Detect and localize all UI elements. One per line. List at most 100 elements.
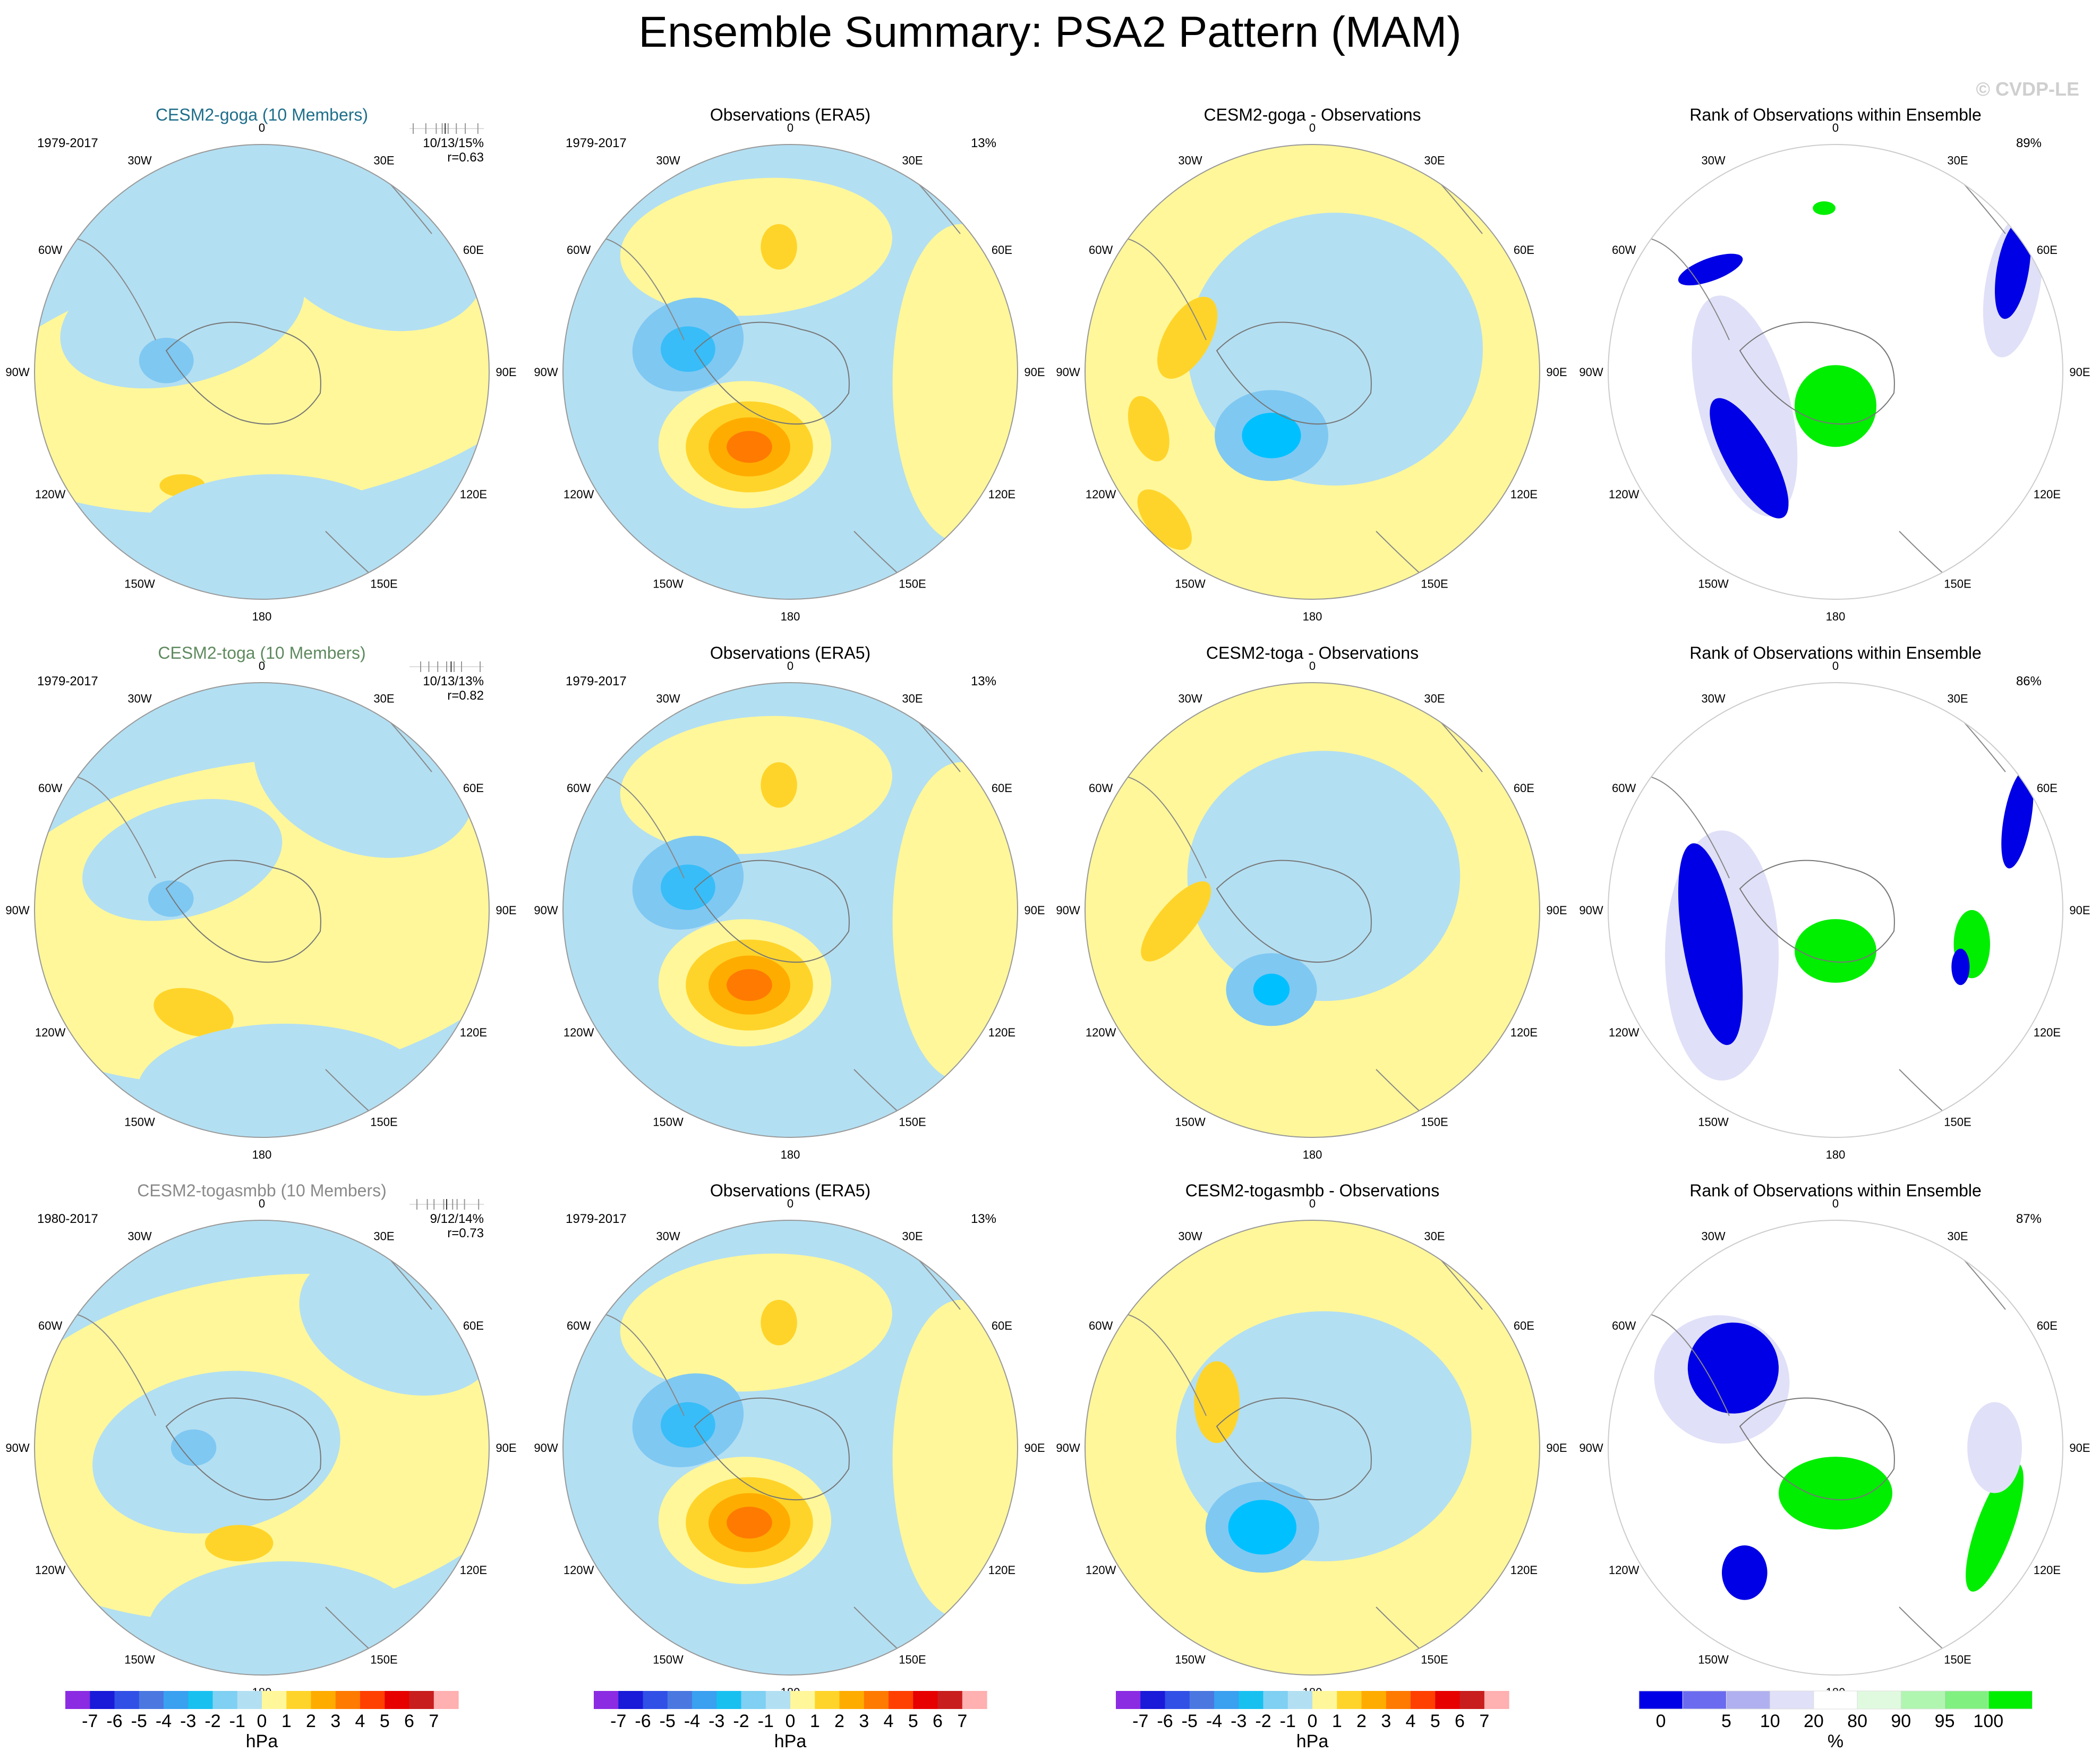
- lon-label: 150W: [653, 1653, 684, 1666]
- lon-label: 120E: [988, 1563, 1015, 1577]
- lon-label: 0: [787, 1197, 793, 1210]
- positive-north: [620, 716, 892, 854]
- negative-core: [170, 1429, 217, 1466]
- lon-label: 60W: [38, 1319, 62, 1332]
- colorbar-swatch: [1459, 1691, 1485, 1709]
- positive-north-core: [761, 762, 797, 808]
- negative-core: [1242, 413, 1301, 458]
- lon-label: 60W: [38, 781, 62, 795]
- lon-label: 120W: [35, 1563, 66, 1577]
- colorbar-swatch: [1484, 1691, 1509, 1709]
- colorbar-swatch: [594, 1691, 619, 1709]
- pct-label: 89%: [2016, 136, 2042, 150]
- colorbar-label: 4: [1406, 1711, 1416, 1731]
- map-boundary: [1085, 682, 1540, 1138]
- colorbar-label: 10: [1760, 1711, 1780, 1731]
- lon-label: 150W: [1175, 1115, 1206, 1128]
- lon-label: 90W: [534, 365, 558, 379]
- colorbar-swatch: [716, 1691, 742, 1709]
- colorbar-swatch: [139, 1691, 164, 1709]
- lon-label: 0: [1832, 1197, 1839, 1210]
- panel-model-row1: 0 30E 60E 90E 120E 150E 180 150W 120W 90W 60W 30W CE…: [5, 105, 516, 623]
- map-boundary: [562, 1220, 1018, 1676]
- lon-label: 90W: [534, 904, 558, 917]
- panel-title: Observations (ERA5): [710, 643, 870, 662]
- panel-title: Observations (ERA5): [710, 105, 870, 124]
- lon-label: 30W: [127, 692, 151, 705]
- lon-label: 60W: [567, 781, 591, 795]
- colorbar-swatch: [1411, 1691, 1436, 1709]
- rank-blue-west: [1710, 398, 1789, 518]
- colorbar-label: 6: [1455, 1711, 1465, 1731]
- lon-label: 120W: [1609, 1563, 1640, 1577]
- lon-label: 120W: [35, 488, 66, 501]
- map-field: [35, 1220, 489, 1675]
- colorbar-unit: hPa: [774, 1731, 807, 1752]
- negative-center: [82, 799, 283, 921]
- lon-label: 90E: [2069, 365, 2090, 379]
- map-field: [563, 1220, 1018, 1675]
- map-field: [1608, 144, 2063, 599]
- lon-label: 90W: [5, 1441, 29, 1455]
- rank-green-east: [1966, 1463, 2024, 1592]
- lon-label: 30E: [902, 1230, 923, 1243]
- panel-model-row3: 030E60E90E120E150E180150W120W90W60W30WCE…: [5, 1181, 516, 1699]
- antarctica-coastline: [165, 1397, 321, 1501]
- lon-label: 150E: [899, 577, 926, 590]
- colorbar-swatch: [741, 1691, 766, 1709]
- colorbar-unit: hPa: [246, 1731, 278, 1752]
- lon-label: 90E: [1024, 365, 1045, 379]
- lon-label: 120W: [1609, 488, 1640, 501]
- colorbar-swatch: [1361, 1691, 1387, 1709]
- colorbar-label: 95: [1935, 1711, 1955, 1731]
- panel-title: Rank of Observations within Ensemble: [1689, 105, 1982, 124]
- colorbar-swatch: [1239, 1691, 1264, 1709]
- lon-label: 120E: [460, 1026, 487, 1039]
- lon-label: 0: [1309, 1197, 1316, 1210]
- antarctica-coastline: [165, 321, 321, 425]
- lon-label: 90E: [1546, 365, 1567, 379]
- colorbar-swatch: [667, 1691, 693, 1709]
- lon-label: 150E: [1944, 577, 1971, 590]
- colorbar-swatch: [618, 1691, 644, 1709]
- colorbar-label: 6: [933, 1711, 943, 1731]
- colorbar-label: 2: [306, 1711, 316, 1731]
- colorbar-swatch: [1263, 1691, 1288, 1709]
- lon-label: 120E: [460, 1563, 487, 1577]
- colorbar-label: -6: [1157, 1711, 1173, 1731]
- lon-label: 90E: [1024, 1441, 1045, 1455]
- lon-label: 180: [781, 610, 800, 623]
- lon-label: 180: [252, 610, 272, 623]
- colorbar-label: 0: [1308, 1711, 1318, 1731]
- positive-south-core: [727, 969, 772, 1001]
- rank-green-north: [1813, 201, 1836, 215]
- colorbar-label: -4: [684, 1711, 700, 1731]
- positive-south-core: [727, 1507, 772, 1539]
- lon-label: 90E: [496, 1441, 516, 1455]
- lon-label: 30E: [373, 692, 394, 705]
- lon-label: 90W: [1056, 1441, 1080, 1455]
- colorbar-swatch: [1900, 1690, 1945, 1710]
- lon-label: 60W: [567, 243, 591, 257]
- colorbar-label: -2: [1255, 1711, 1271, 1731]
- colorbar-swatch: [790, 1691, 815, 1709]
- lon-label: 180: [781, 1148, 800, 1161]
- lon-label: 60W: [1089, 243, 1113, 257]
- antarctica-coastline: [165, 860, 321, 963]
- colorbar-unit: hPa: [1296, 1731, 1329, 1752]
- stats-label: 10/13/15%: [423, 136, 484, 150]
- lon-label: 60W: [1089, 1319, 1113, 1332]
- lon-label: 60W: [1612, 243, 1636, 257]
- positive-east: [892, 224, 1018, 542]
- lon-label: 60W: [1089, 781, 1113, 795]
- colorbar-label: -5: [660, 1711, 676, 1731]
- lon-label: 150E: [899, 1115, 926, 1128]
- rank-blue-nw: [1687, 1322, 1779, 1414]
- colorbar-label: 80: [1847, 1711, 1867, 1731]
- colorbar-label: -3: [1231, 1711, 1247, 1731]
- colorbar-swatch: [765, 1691, 791, 1709]
- lon-label: 120E: [1510, 1563, 1538, 1577]
- panel-title: CESM2-togasmbb - Observations: [1185, 1181, 1439, 1200]
- panel-title: Rank of Observations within Ensemble: [1689, 1181, 1982, 1200]
- pct-label: 13%: [971, 1212, 996, 1226]
